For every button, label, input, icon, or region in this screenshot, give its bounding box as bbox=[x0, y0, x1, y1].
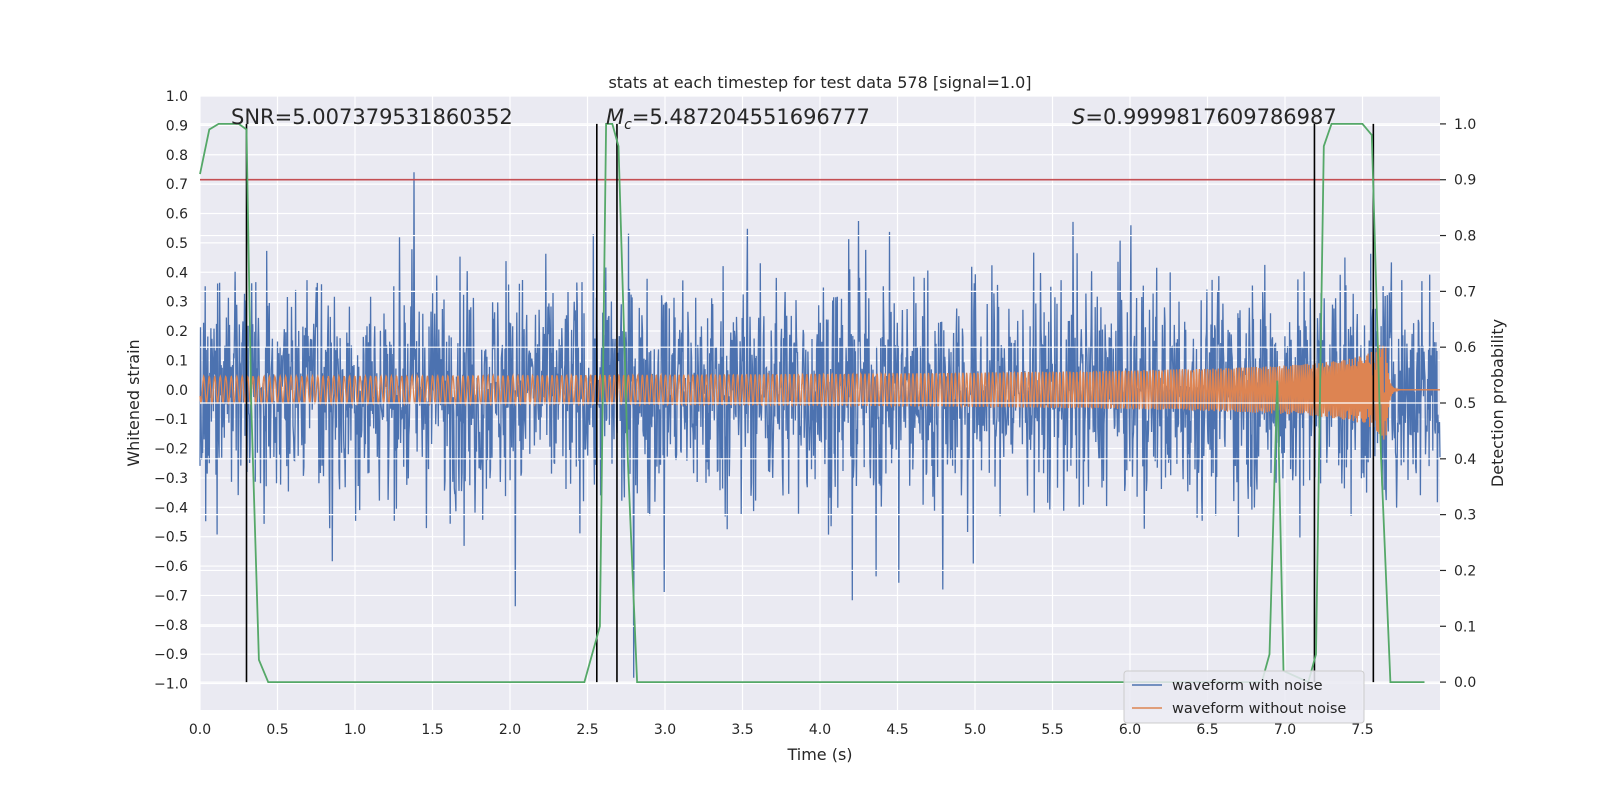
x-tick-label: 7.5 bbox=[1351, 722, 1373, 738]
chirp-mass-value: =5.487204551696777 bbox=[632, 105, 870, 129]
y-tick-label: 0.9 bbox=[166, 118, 188, 134]
series-waveform-without-noise bbox=[199, 345, 1440, 440]
score-value: =0.9999817609786987 bbox=[1085, 105, 1336, 129]
x-tick-label: 3.5 bbox=[731, 722, 753, 738]
y-tick-label: 1.0 bbox=[166, 89, 188, 105]
y-tick-label: −1.0 bbox=[154, 677, 188, 693]
right-y-tick-label: 0.6 bbox=[1454, 340, 1476, 356]
score-symbol: S bbox=[1072, 105, 1085, 129]
x-tick-label: 7.0 bbox=[1274, 722, 1296, 738]
x-tick-label: 6.5 bbox=[1196, 722, 1218, 738]
right-y-tick-label: 0.5 bbox=[1454, 396, 1476, 412]
x-tick-label: 4.0 bbox=[809, 722, 831, 738]
x-tick-label: 1.5 bbox=[421, 722, 443, 738]
x-tick-label: 4.5 bbox=[886, 722, 908, 738]
x-tick-label: 2.0 bbox=[499, 722, 521, 738]
right-y-axis-label: Detection probability bbox=[1488, 319, 1507, 487]
x-tick-label: 5.0 bbox=[964, 722, 986, 738]
score-annotation: S=0.9999817609786987 bbox=[1072, 105, 1337, 129]
snr-annotation: SNR=5.007379531860352 bbox=[231, 105, 513, 129]
y-tick-label: −0.6 bbox=[154, 559, 188, 575]
x-tick-label: 6.0 bbox=[1119, 722, 1141, 738]
y-tick-label: −0.2 bbox=[154, 442, 188, 458]
right-y-tick-label: 0.2 bbox=[1454, 563, 1476, 579]
right-y-tick-label: 0.1 bbox=[1454, 619, 1476, 635]
right-y-tick-label: 0.3 bbox=[1454, 508, 1476, 524]
y-tick-label: 0.8 bbox=[166, 148, 188, 164]
x-tick-label: 3.0 bbox=[654, 722, 676, 738]
chirp-mass-symbol: M bbox=[606, 105, 624, 129]
y-tick-label: 0.3 bbox=[166, 295, 188, 311]
x-tick-label: 5.5 bbox=[1041, 722, 1063, 738]
clean-waveform-line bbox=[199, 345, 1440, 440]
x-tick-label: 0.5 bbox=[266, 722, 288, 738]
legend-label-noisy: waveform with noise bbox=[1172, 678, 1323, 694]
x-tick-label: 0.0 bbox=[189, 722, 211, 738]
y-tick-label: 0.1 bbox=[166, 353, 188, 369]
detection-probability-line bbox=[199, 123, 1425, 684]
y-tick-labels: 1.0 0.9 0.8 0.7 0.6 0.5 0.4 0.3 0.2 0.1 0.0 −0.1 −0.… bbox=[154, 89, 188, 693]
y-tick-label: 0.2 bbox=[166, 324, 188, 340]
y-tick-label: −0.4 bbox=[154, 500, 188, 516]
right-y-tick-label: 0.0 bbox=[1454, 675, 1476, 691]
right-y-tick-label: 0.7 bbox=[1454, 284, 1476, 300]
y-tick-label: 0.7 bbox=[166, 177, 188, 193]
x-axis-label: Time (s) bbox=[786, 745, 852, 764]
x-tick-label: 1.0 bbox=[344, 722, 366, 738]
chirp-mass-subscript: c bbox=[624, 117, 632, 133]
right-y-tick-label: 0.4 bbox=[1454, 452, 1476, 468]
y-tick-label: 0.4 bbox=[166, 265, 188, 281]
y-tick-label: 0.0 bbox=[166, 383, 188, 399]
y-tick-label: −0.5 bbox=[154, 530, 188, 546]
right-y-tick-labels: 1.0 0.9 0.8 0.7 0.6 0.5 0.4 0.3 0.2 0.1 0.0 bbox=[1440, 117, 1476, 691]
y-tick-label: −0.9 bbox=[154, 647, 188, 663]
chart-title: stats at each timestep for test data 578… bbox=[608, 73, 1031, 92]
right-y-tick-label: 0.8 bbox=[1454, 229, 1476, 245]
y-tick-label: −0.3 bbox=[154, 471, 188, 487]
x-tick-labels: 0.0 0.5 1.0 1.5 2.0 2.5 3.0 3.5 4.0 4.5 5.0 5.5 6.0 6… bbox=[189, 722, 1374, 738]
y-tick-label: 0.5 bbox=[166, 236, 188, 252]
y-tick-label: −0.7 bbox=[154, 588, 188, 604]
y-tick-label: −0.1 bbox=[154, 412, 188, 428]
legend: waveform with noise waveform without noi… bbox=[1123, 670, 1365, 724]
legend-box bbox=[1123, 670, 1365, 724]
right-y-tick-label: 1.0 bbox=[1454, 117, 1476, 133]
x-tick-label: 2.5 bbox=[576, 722, 598, 738]
y-tick-label: 0.6 bbox=[166, 207, 188, 223]
chirp-mass-annotation: Mc=5.487204551696777 bbox=[606, 105, 870, 133]
y-tick-label: −0.8 bbox=[154, 618, 188, 634]
y-axis-label: Whitened strain bbox=[124, 339, 143, 466]
right-y-tick-label: 0.9 bbox=[1454, 173, 1476, 189]
legend-label-clean: waveform without noise bbox=[1172, 701, 1346, 717]
